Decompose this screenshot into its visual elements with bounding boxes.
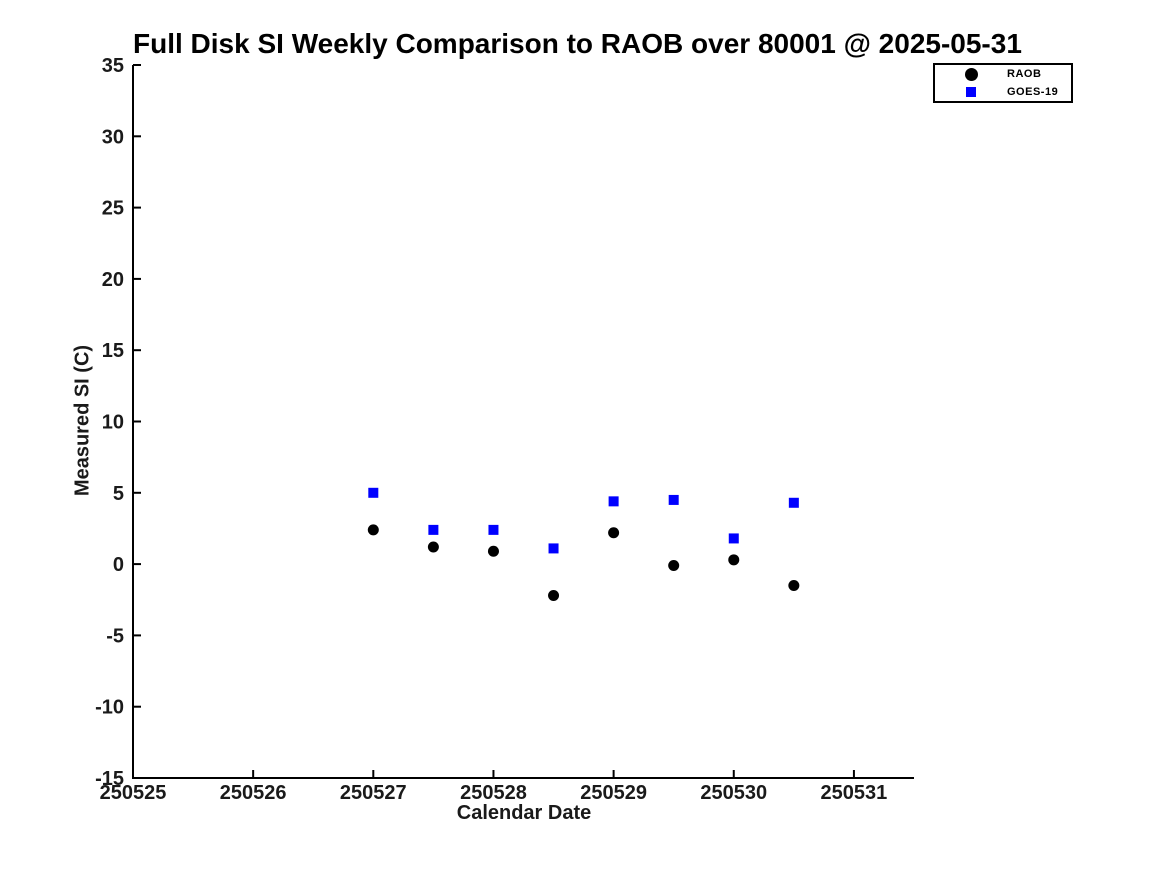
data-point-goes-19 [608, 496, 619, 507]
y-tick-label: 0 [113, 554, 124, 576]
data-point-goes-19 [428, 524, 439, 535]
legend-label-raob: RAOB [1007, 68, 1042, 81]
raob-circle-marker-icon [964, 67, 978, 81]
y-tick-label: -10 [95, 697, 124, 719]
data-point-goes-19 [788, 497, 799, 508]
y-tick-label: -15 [95, 768, 124, 790]
x-tick-label: 250531 [821, 782, 888, 804]
y-tick-label: 35 [102, 55, 124, 77]
x-axis-label: Calendar Date [456, 802, 592, 824]
x-tick-label: 250527 [340, 782, 407, 804]
y-tick-label: 30 [102, 126, 124, 148]
data-point-raob [487, 545, 499, 557]
y-tick-label: 15 [102, 340, 124, 362]
data-point-goes-19 [668, 494, 679, 505]
data-point-raob [367, 524, 379, 536]
data-point-raob [608, 527, 620, 539]
y-tick-label: -5 [106, 625, 124, 647]
x-tick-label: 250529 [580, 782, 647, 804]
data-point-goes-19 [728, 533, 739, 544]
chart-title: Full Disk SI Weekly Comparison to RAOB o… [133, 28, 1022, 59]
legend-item-goes19: GOES-19 [935, 83, 1071, 100]
data-point-raob [548, 589, 560, 601]
legend-item-raob: RAOB [935, 66, 1071, 83]
y-tick-label: 20 [102, 269, 124, 291]
x-tick-label: 250525 [100, 782, 167, 804]
data-point-goes-19 [548, 543, 559, 554]
legend: RAOB GOES-19 [933, 63, 1073, 103]
x-tick-label: 250530 [700, 782, 767, 804]
legend-label-goes19: GOES-19 [1007, 85, 1059, 98]
data-point-raob [788, 579, 800, 591]
data-point-raob [728, 554, 740, 566]
data-point-raob [427, 541, 439, 553]
y-tick-label: 10 [102, 412, 124, 434]
x-tick-label: 250526 [220, 782, 287, 804]
data-point-goes-19 [368, 487, 379, 498]
goes19-square-marker-icon [966, 86, 976, 97]
x-tick-label: 250528 [460, 782, 527, 804]
data-point-raob [668, 560, 680, 572]
y-tick-label: 25 [102, 198, 124, 220]
y-tick-label: 5 [113, 483, 124, 505]
y-axis-label: Measured SI (C) [71, 344, 94, 497]
data-point-goes-19 [488, 524, 499, 535]
